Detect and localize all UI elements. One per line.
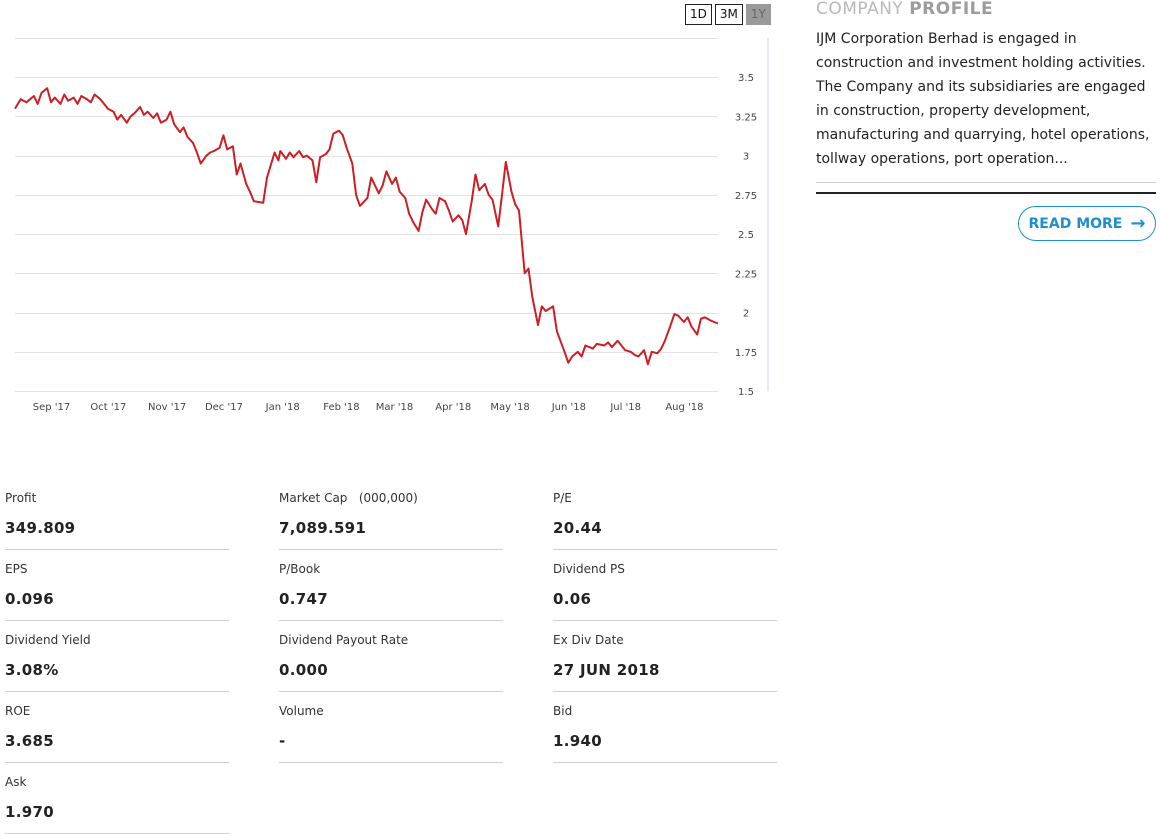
stat-value: 1.940 [553, 732, 602, 750]
stat-value: 0.06 [553, 590, 592, 608]
stat-dividend-payout-rate: Dividend Payout Rate 0.000 [279, 620, 503, 692]
range-1d-button[interactable]: 1D [685, 4, 712, 25]
price-chart: 3.5 3.25 3 2.75 2.5 2.25 2 1.75 1.5 Sep '17 Oct '… [14, 38, 769, 413]
stat-value: 3.08% [5, 661, 59, 679]
y-tick-label: 3.25 [735, 112, 757, 123]
stat-p-book: P/Book 0.747 [279, 549, 503, 621]
profile-title-light: COMPANY [816, 0, 910, 19]
stat-market-cap: Market Cap (000,000) 7,089.591 [279, 478, 503, 550]
y-tick-label: 2.5 [738, 230, 754, 241]
x-axis-ticks: Sep '17 Oct '17 Nov '17 Dec '17 Jan '18 Feb '… [33, 402, 704, 413]
stat-eps: EPS 0.096 [5, 549, 229, 621]
x-tick-label: Oct '17 [90, 402, 126, 413]
stat-value: - [279, 732, 286, 750]
stat-label: Profit [5, 491, 37, 505]
chart-grid [15, 38, 718, 392]
stat-ask: Ask 1.970 [5, 762, 229, 834]
x-tick-label: Sep '17 [33, 402, 71, 413]
profile-title: COMPANY PROFILE [816, 0, 1156, 19]
x-tick-label: Mar '18 [376, 402, 414, 413]
stat-label: Dividend Payout Rate [279, 633, 409, 647]
read-more-button[interactable]: READ MORE → [1018, 206, 1156, 241]
stat-label: P/Book [279, 562, 321, 576]
x-tick-label: Aug '18 [665, 402, 703, 413]
y-tick-label: 2 [743, 309, 749, 320]
stat-label: ROE [5, 704, 31, 718]
stat-value: 20.44 [553, 519, 602, 537]
y-tick-label: 3 [743, 152, 749, 163]
profile-description: IJM Corporation Berhad is engaged in con… [816, 31, 1150, 167]
range-3m-button[interactable]: 3M [714, 4, 743, 25]
stat-dividend-ps: Dividend PS 0.06 [553, 549, 777, 621]
stat-label: P/E [553, 491, 572, 505]
stat-ex-div-date: Ex Div Date 27 JUN 2018 [553, 620, 777, 692]
x-tick-label: May '18 [490, 402, 529, 413]
stat-label: Dividend Yield [5, 633, 91, 647]
stat-pe: P/E 20.44 [553, 478, 777, 550]
stat-value: 349.809 [5, 519, 76, 537]
stat-volume: Volume - [279, 691, 503, 763]
stat-value: 0.000 [279, 661, 328, 679]
x-tick-label: Apr '18 [435, 402, 471, 413]
range-selector: 1D 3M 1Y [685, 4, 771, 25]
y-tick-label: 2.75 [735, 191, 757, 202]
profile-title-bold: PROFILE [909, 0, 994, 19]
arrow-right-icon: → [1130, 212, 1146, 234]
stat-value: 7,089.591 [279, 519, 367, 537]
stat-label: Dividend PS [553, 562, 625, 576]
profile-divider [816, 182, 1156, 183]
stat-value: 1.970 [5, 803, 54, 821]
company-profile: COMPANY PROFILE IJM Corporation Berhad i… [816, 0, 1156, 241]
x-tick-label: Jun '18 [551, 402, 586, 413]
stat-label: Ex Div Date [553, 633, 624, 647]
range-1y-button[interactable]: 1Y [745, 4, 771, 25]
x-tick-label: Jul '18 [609, 402, 641, 413]
stat-value: 27 JUN 2018 [553, 661, 660, 679]
price-line [14, 87, 719, 366]
y-tick-label: 1.5 [738, 387, 754, 398]
stat-label: Volume [279, 704, 324, 718]
stat-label: Bid [553, 704, 573, 718]
x-tick-label: Dec '17 [205, 402, 243, 413]
stat-roe: ROE 3.685 [5, 691, 229, 763]
stat-value: 3.685 [5, 732, 54, 750]
stat-profit: Profit 349.809 [5, 478, 229, 550]
read-more-label: READ MORE [1028, 215, 1123, 232]
x-tick-label: Feb '18 [323, 402, 359, 413]
stat-dividend-yield: Dividend Yield 3.08% [5, 620, 229, 692]
profile-divider-dark [816, 192, 1156, 194]
x-tick-label: Jan '18 [265, 402, 300, 413]
y-tick-label: 2.25 [735, 269, 757, 280]
y-axis-ticks: 3.5 3.25 3 2.75 2.5 2.25 2 1.75 1.5 [735, 73, 757, 398]
stat-value: 0.747 [279, 590, 328, 608]
stat-bid: Bid 1.940 [553, 691, 777, 763]
stat-label: EPS [5, 562, 28, 576]
stat-label: Ask [5, 775, 27, 789]
y-tick-label: 1.75 [735, 348, 757, 359]
stat-label: Market Cap (000,000) [279, 491, 418, 505]
y-tick-label: 3.5 [738, 73, 754, 84]
x-tick-label: Nov '17 [148, 402, 186, 413]
stat-value: 0.096 [5, 590, 54, 608]
